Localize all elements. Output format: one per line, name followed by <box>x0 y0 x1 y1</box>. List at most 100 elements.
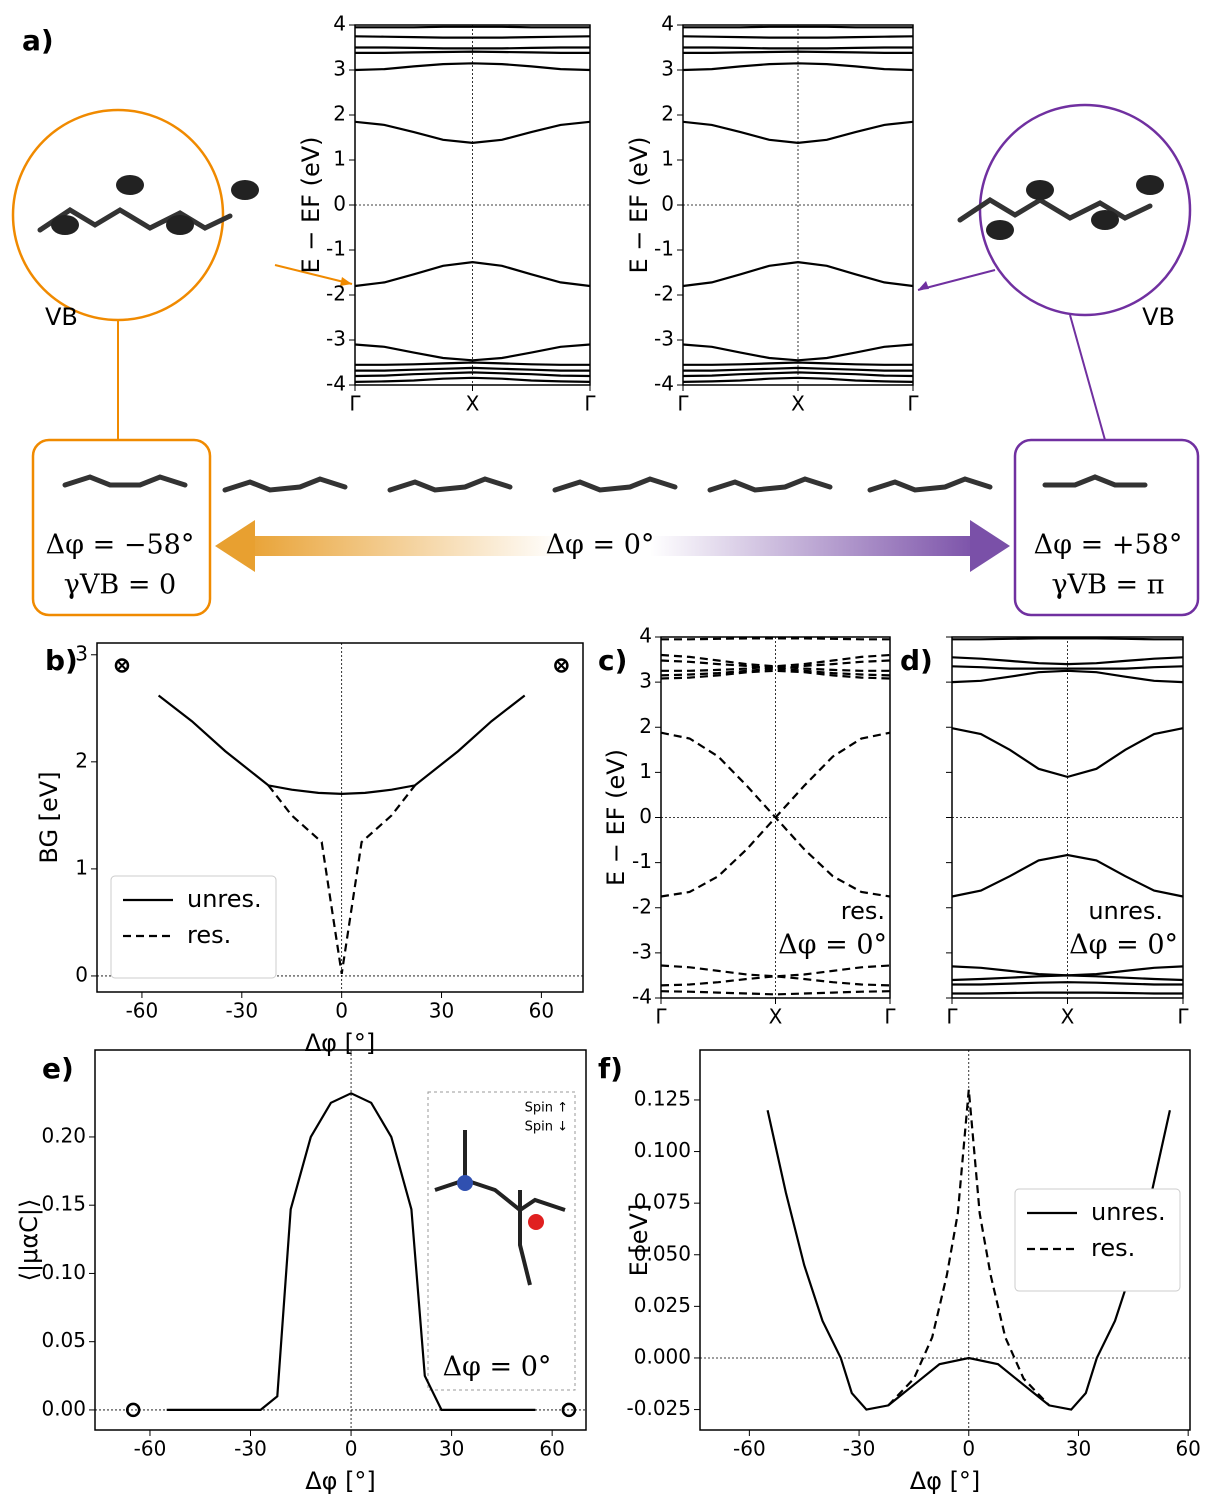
y-tick-label: 0 <box>661 192 674 216</box>
x-tick-label: Γ <box>884 1005 896 1029</box>
y-tick-label: 0.10 <box>41 1260 86 1284</box>
y-tick-label: -4 <box>632 985 652 1009</box>
series-line <box>355 363 590 365</box>
series-line <box>683 122 913 143</box>
annotation: VB <box>1142 303 1175 331</box>
x-tick-label: Γ <box>946 1005 958 1029</box>
y-tick-label: 1 <box>639 759 652 783</box>
y-tick-label: 1 <box>661 147 674 171</box>
x-axis-label: Δφ [°] <box>305 1467 376 1495</box>
y-axis-label: BG [eV] <box>35 771 63 863</box>
x-tick-label: 0 <box>962 1437 975 1461</box>
marker-cross <box>118 661 126 669</box>
y-tick-label: 2 <box>75 748 88 772</box>
series-line <box>355 122 590 143</box>
x-tick-label: Γ <box>1177 1005 1189 1029</box>
series-line <box>952 993 1183 994</box>
series-line <box>355 48 590 49</box>
legend-label: res. <box>1091 1234 1135 1262</box>
y-axis-label: E [eV] <box>625 1204 653 1277</box>
y-tick-label: -1 <box>326 237 346 261</box>
x-tick-label: Γ <box>655 1005 667 1029</box>
x-tick-label: -30 <box>234 1437 267 1461</box>
annotation: Spin ↑ <box>525 1101 568 1116</box>
y-tick-label: 0 <box>75 962 88 986</box>
x-tick-label: Γ <box>677 392 689 416</box>
series-line <box>683 27 913 28</box>
y-tick-label: 1 <box>75 855 88 879</box>
annotation: Δφ = 0° <box>778 930 887 961</box>
x-tick-label: 60 <box>539 1437 564 1461</box>
x-tick-label: -60 <box>733 1437 766 1461</box>
y-tick-label: 4 <box>639 624 652 648</box>
series-line <box>355 36 590 37</box>
annotation: Δφ = −58° <box>46 530 195 561</box>
annotation: γVB = π <box>1051 570 1164 601</box>
y-tick-label: -0.025 <box>627 1396 691 1420</box>
y-tick-label: 4 <box>333 12 346 36</box>
x-tick-label: 0 <box>345 1437 358 1461</box>
y-tick-label: 0.15 <box>41 1192 86 1216</box>
y-tick-label: 0.05 <box>41 1328 86 1352</box>
series-line <box>952 671 1183 682</box>
series-line <box>683 52 913 53</box>
x-tick-label: -60 <box>126 999 159 1023</box>
x-tick-label: 30 <box>439 1437 464 1461</box>
y-tick-label: -1 <box>654 237 674 261</box>
marker <box>127 1404 139 1416</box>
y-tick-label: 2 <box>639 714 652 738</box>
y-axis-label: E − EF (eV) <box>602 749 630 886</box>
x-tick-label: 60 <box>1175 1437 1200 1461</box>
x-tick-label: -60 <box>134 1437 167 1461</box>
panel-label: c) <box>598 644 627 677</box>
annotation: Δφ = +58° <box>1034 530 1183 561</box>
series-line <box>355 52 590 53</box>
y-tick-label: -3 <box>326 327 346 351</box>
annotation: VB <box>45 303 78 331</box>
y-tick-label: -2 <box>326 282 346 306</box>
y-tick-label: -3 <box>632 939 652 963</box>
x-tick-label: -30 <box>843 1437 876 1461</box>
x-tick-label: X <box>769 1005 783 1029</box>
annotation: Δφ = 0° <box>1069 930 1178 961</box>
marker-cross <box>557 661 565 669</box>
y-tick-label: 1 <box>333 147 346 171</box>
y-tick-label: -2 <box>654 282 674 306</box>
series-line <box>355 27 590 28</box>
x-tick-label: 30 <box>1066 1437 1091 1461</box>
x-tick-label: X <box>791 392 805 416</box>
annotation: unres. <box>1088 897 1163 925</box>
series-line <box>683 363 913 365</box>
x-tick-label: Γ <box>907 392 919 416</box>
x-axis-label: Δφ [°] <box>910 1467 981 1495</box>
annotation: γVB = 0 <box>64 570 176 601</box>
y-axis-label: E − EF (eV) <box>625 136 653 273</box>
x-tick-label: Γ <box>349 392 361 416</box>
y-tick-label: 2 <box>333 102 346 126</box>
panel-label: d) <box>900 644 933 677</box>
series-line <box>952 982 1183 984</box>
series-line <box>683 48 913 49</box>
y-tick-label: 0.000 <box>634 1344 691 1368</box>
legend-label: unres. <box>187 885 262 913</box>
x-tick-label: 0 <box>335 999 348 1023</box>
panel-label: a) <box>22 24 54 57</box>
legend-label: unres. <box>1091 1198 1166 1226</box>
y-tick-label: 0 <box>639 804 652 828</box>
y-tick-label: -4 <box>326 372 346 396</box>
y-tick-label: 0.00 <box>41 1396 86 1420</box>
y-tick-label: 0.125 <box>634 1086 691 1110</box>
x-tick-label: 60 <box>529 999 554 1023</box>
annotation: res. <box>841 897 885 925</box>
y-tick-label: 3 <box>333 57 346 81</box>
y-tick-label: 0.100 <box>634 1138 691 1162</box>
panel-label: e) <box>42 1052 74 1085</box>
y-tick-label: -2 <box>632 894 652 918</box>
panel-label: b) <box>45 644 78 677</box>
series-line <box>683 36 913 37</box>
annotation: Spin ↓ <box>525 1120 568 1135</box>
y-tick-label: 4 <box>661 12 674 36</box>
y-tick-label: 0 <box>333 192 346 216</box>
y-tick-label: -3 <box>654 327 674 351</box>
y-axis-label: ⟨|μαC|⟩ <box>15 1199 43 1282</box>
